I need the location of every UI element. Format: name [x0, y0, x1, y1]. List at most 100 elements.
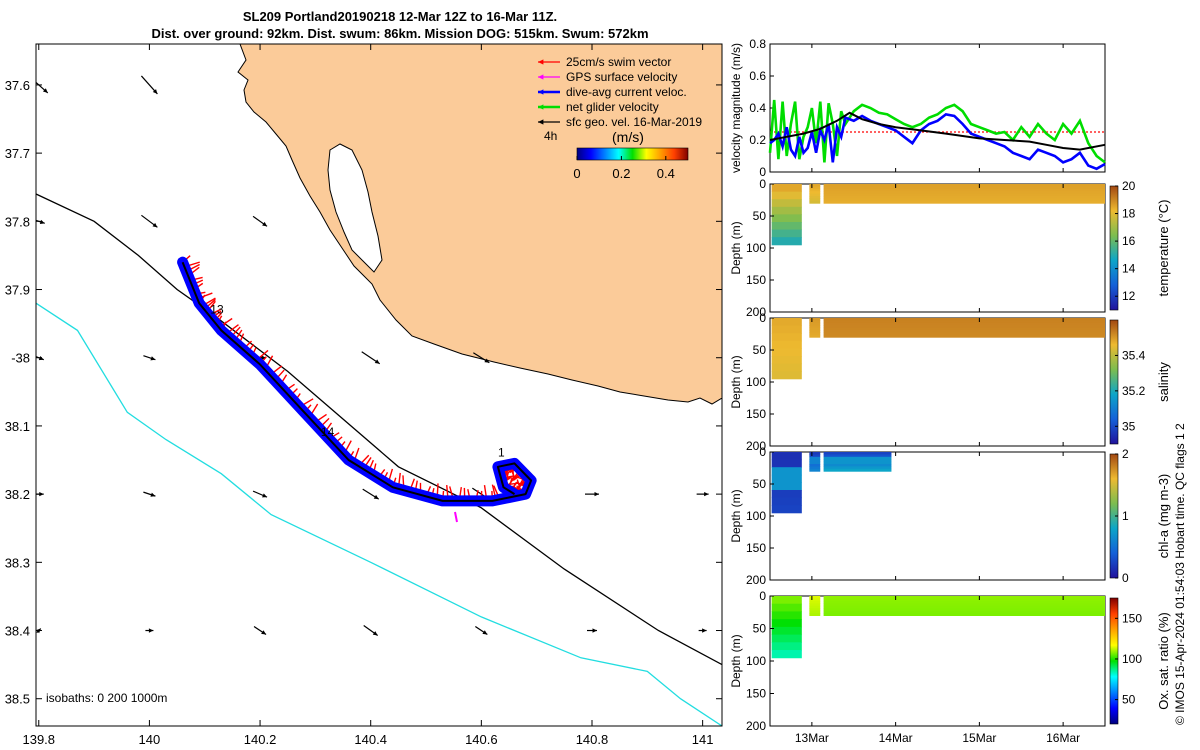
salinity-profile-cell	[771, 371, 802, 380]
oxygen-profile-cell	[823, 613, 1105, 616]
temperature-y-tick-label: 0	[759, 177, 766, 191]
map-x-tick-label: 141	[692, 732, 714, 747]
salinity-profile-cell	[823, 327, 1105, 331]
oxygen-profile-cell	[809, 608, 821, 612]
geo-arrow	[584, 491, 599, 497]
oxygen-y-tick-label: 150	[746, 687, 766, 701]
temperature-profile-cell	[771, 199, 802, 208]
title-line-1: SL209 Portland20190218 12-Mar 12Z to 16-…	[242, 9, 558, 24]
map-x-tick-label: 140.8	[576, 732, 609, 747]
legend-arrow-head	[538, 104, 544, 110]
geo-arrow-head	[262, 221, 268, 227]
salinity-profile-cell	[809, 318, 821, 321]
oxygen-profile-cell	[771, 611, 802, 620]
chlorophyll-profile-cell	[809, 464, 821, 467]
map-y-tick-label: 38.3	[5, 555, 30, 570]
geo-arrow	[143, 491, 156, 497]
salinity-y-tick-label: 100	[746, 375, 766, 389]
chlorophyll-profile-cell	[823, 456, 892, 460]
geo-arrow	[140, 75, 158, 95]
temperature-y-tick-label: 150	[746, 273, 766, 287]
map-x-tick-label: 139.8	[22, 732, 55, 747]
geo-arrow-head	[373, 494, 379, 500]
salinity-profile-cell	[823, 322, 1105, 326]
chart-title: SL209 Portland20190218 12-Mar 12Z to 16-…	[0, 8, 800, 42]
map-frame	[35, 43, 723, 727]
legend-label: 25cm/s swim vector	[566, 55, 671, 69]
legend-arrow-head	[538, 59, 544, 65]
glider-track	[181, 261, 533, 502]
salinity-profile-cell	[809, 330, 821, 333]
chlorophyll-profile-cell	[809, 468, 821, 472]
salinity-profile-cell	[823, 325, 1105, 329]
oxygen-profile-cell	[771, 634, 802, 643]
temperature-profile-cell	[809, 198, 821, 202]
geo-arrow	[696, 491, 709, 497]
colorbar-tick-label: 0.2	[612, 166, 630, 181]
temperature-profile-cell	[823, 193, 1105, 197]
chlorophyll-profile-cell	[823, 454, 892, 458]
oxygen-profile-cell	[771, 642, 802, 651]
chlorophyll-y-tick-label: 200	[746, 573, 766, 587]
legend-label: sfc geo. vel. 16-Mar-2019	[566, 115, 702, 129]
salinity-profile-cell	[771, 363, 802, 372]
temperature-profile-cell	[771, 214, 802, 223]
salinity-y-tick-label: 150	[746, 407, 766, 421]
chlorophyll-profile-cell	[771, 482, 802, 491]
legend-arrow	[538, 119, 560, 125]
temperature-profile-cell	[809, 196, 821, 199]
velocity-y-tick-label: 0.8	[749, 37, 766, 51]
salinity-profile-cell	[771, 348, 802, 357]
chlorophyll-profile-cell	[771, 467, 802, 476]
chlorophyll-profile-cell	[823, 461, 892, 465]
geo-arrow-head	[482, 630, 488, 635]
legend-arrow	[538, 104, 560, 110]
legend-arrow-head	[538, 74, 544, 80]
temperature-colorbar-tick-label: 12	[1122, 289, 1136, 303]
temperature-colorbar-label: temperature (°C)	[1156, 200, 1171, 297]
oxygen-profile-cell	[809, 610, 821, 614]
geo-arrow-head	[150, 356, 156, 361]
temperature-profile-cell	[771, 206, 802, 215]
chlorophyll-panel: 0 50 100 150 200 Depth (m) 0 1 2 chl-a (mg m-3)	[729, 445, 1171, 587]
salinity-profile-cell	[809, 325, 821, 329]
oxygen-profile-cell	[823, 608, 1105, 612]
chlorophyll-profile-cell	[809, 459, 821, 463]
map-x-tick-label: 140.6	[465, 732, 498, 747]
geo-arrow-head	[592, 628, 597, 633]
oxygen-profile-cell	[771, 626, 802, 636]
oxygen-colorbar-tick-label: 150	[1122, 611, 1142, 625]
map-y-tick-label: 38.1	[5, 419, 30, 434]
salinity-profile-cell	[771, 340, 802, 349]
geo-arrow-head	[372, 631, 378, 636]
temperature-profile-cell	[823, 191, 1105, 195]
chlorophyll-profile-cell	[771, 505, 802, 514]
x-tick-label: 16Mar	[1046, 731, 1080, 745]
colorbar-tick-label: 0	[573, 166, 580, 181]
geo-arrow-head	[704, 491, 709, 497]
salinity-colorbar-tick-label: 35.4	[1122, 348, 1146, 362]
temperature-profile-cell	[823, 184, 1105, 187]
geo-arrow	[252, 490, 268, 498]
geo-arrow	[698, 628, 707, 633]
geo-arrow-head	[594, 491, 599, 497]
legend-arrow	[538, 74, 560, 80]
temperature-profile-cell	[823, 188, 1105, 192]
legend-label: dive-avg current veloc.	[566, 85, 687, 99]
temperature-y-tick-label: 200	[746, 305, 766, 319]
salinity-profile-cell	[823, 318, 1105, 321]
geo-arrow	[586, 628, 597, 633]
map-y-tick-label: 37.9	[5, 283, 30, 298]
isobath-200	[36, 193, 722, 666]
gps-velocity-vector	[454, 511, 458, 523]
oxygen-profile-cell	[809, 600, 821, 604]
temperature-profile-cell	[771, 229, 802, 238]
salinity-profile-cell	[823, 334, 1105, 338]
salinity-panel: 0 50 100 150 200 Depth (m) 35 35.2 35.4 salinity	[729, 311, 1171, 453]
salinity-profile-cell	[809, 322, 821, 326]
x-tick-label: 13Mar	[795, 731, 829, 745]
legend-arrow	[538, 89, 560, 95]
temperature-profile-cell	[823, 198, 1105, 202]
legend-label: GPS surface velocity	[566, 70, 677, 84]
temperature-profile-cell	[823, 196, 1105, 199]
